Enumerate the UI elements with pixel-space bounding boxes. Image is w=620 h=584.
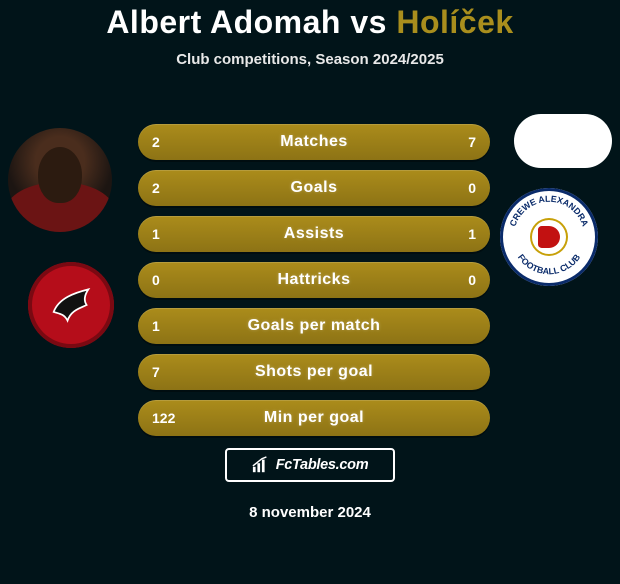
bird-icon [45,279,97,331]
stat-left: 1 [152,226,160,242]
stat-row-goals: 2 Goals 0 [138,170,490,206]
bar-chart-icon [252,456,270,474]
stat-row-shots-per-goal: 7 Shots per goal [138,354,490,390]
stat-left: 2 [152,180,160,196]
subtitle: Club competitions, Season 2024/2025 [0,51,620,68]
stat-row-hattricks: 0 Hattricks 0 [138,262,490,298]
generated-date: 8 november 2024 [0,504,620,521]
stat-left: 1 [152,318,160,334]
stat-row-matches: 2 Matches 7 [138,124,490,160]
lion-icon [530,218,568,256]
stat-label: Hattricks [278,271,351,289]
stat-label: Min per goal [264,409,364,427]
stat-row-assists: 1 Assists 1 [138,216,490,252]
stat-bars: 2 Matches 7 2 Goals 0 1 Assists 1 0 Hatt… [138,124,490,446]
stat-row-goals-per-match: 1 Goals per match [138,308,490,344]
stat-label: Assists [284,225,344,243]
stat-right: 0 [468,180,476,196]
stat-left: 122 [152,410,175,426]
player2-club-crest: CREWE ALEXANDRA FOOTBALL CLUB [500,188,598,286]
player2-portrait [514,114,612,168]
stat-left: 2 [152,134,160,150]
site-name: FcTables.com [276,457,369,473]
site-logo: FcTables.com [225,448,395,482]
stat-label: Matches [280,133,348,151]
stat-label: Goals [291,179,338,197]
stat-label: Goals per match [248,317,381,335]
stat-right: 1 [468,226,476,242]
stat-right: 0 [468,272,476,288]
player2-name: Holíček [396,4,513,40]
player1-portrait [8,128,112,232]
stat-row-min-per-goal: 122 Min per goal [138,400,490,436]
stat-left: 0 [152,272,160,288]
stat-label: Shots per goal [255,363,373,381]
stat-left: 7 [152,364,160,380]
stat-right: 7 [468,134,476,150]
player1-club-crest [28,262,114,348]
comparison-title: Albert Adomah vs Holíček [0,4,620,41]
vs-text: vs [350,4,387,40]
player1-name: Albert Adomah [106,4,341,40]
